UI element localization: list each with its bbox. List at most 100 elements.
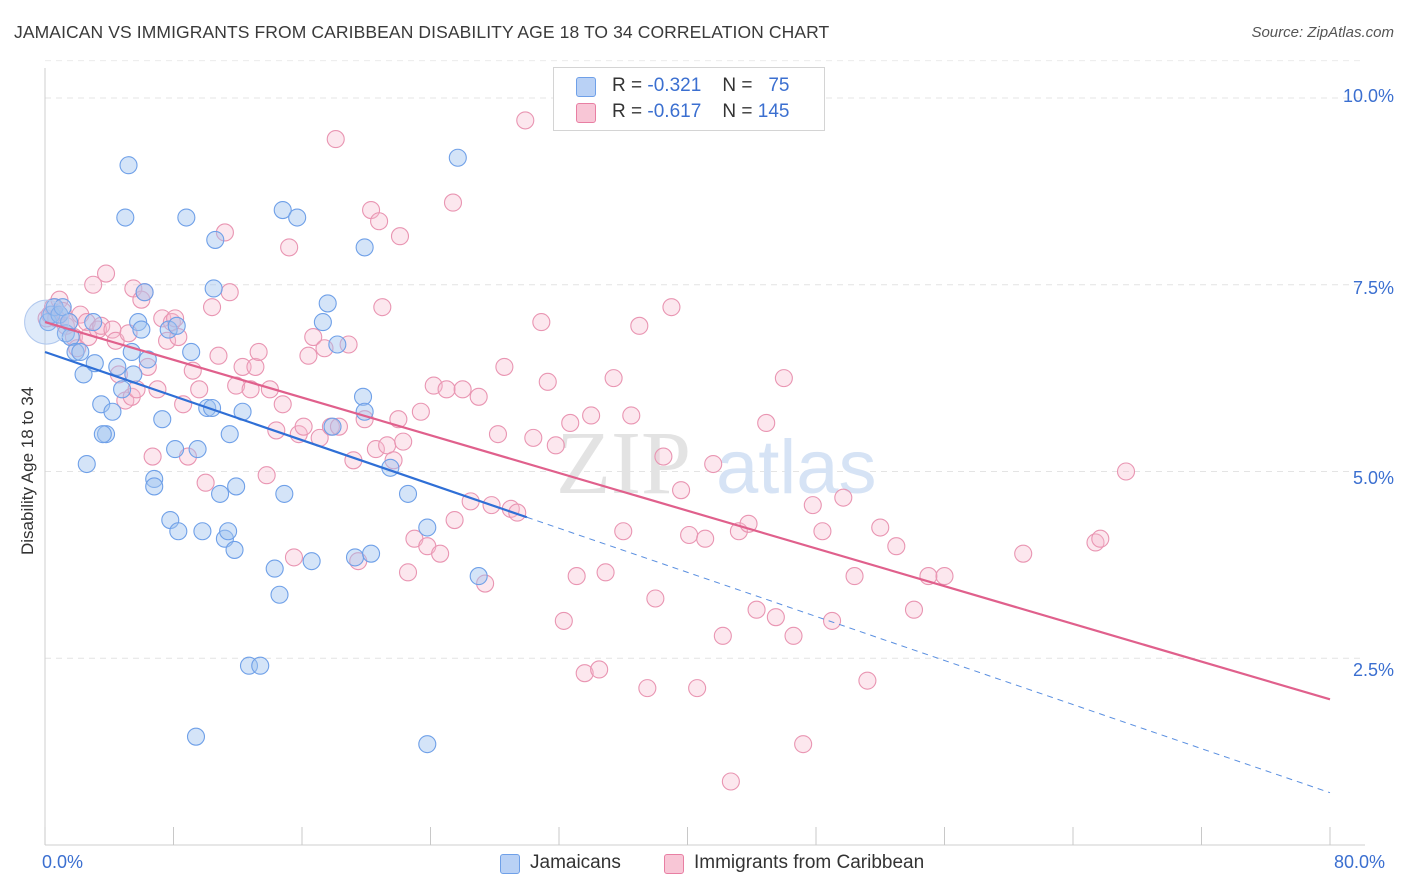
point-caribbean (273, 395, 292, 414)
n-value-jamaicans: 75 (768, 75, 790, 96)
point-caribbean (871, 518, 890, 537)
n-label: N = (722, 75, 753, 96)
point-caribbean (803, 496, 822, 515)
point-jamaicans (288, 208, 307, 227)
point-jamaicans (138, 350, 157, 369)
point-caribbean (77, 313, 96, 332)
point-jamaicans (132, 320, 151, 339)
point-caribbean (96, 264, 116, 283)
trend-line-jamaicans (44, 350, 528, 519)
point-jamaicans (345, 548, 365, 567)
point-caribbean (858, 671, 877, 690)
y-tick-label: 10.0% (1342, 86, 1394, 106)
point-caribbean (329, 417, 348, 436)
point-caribbean (646, 589, 665, 608)
trend-lines (44, 321, 1331, 794)
point-caribbean (672, 481, 691, 500)
point-caribbean (373, 298, 392, 317)
point-jamaicans (313, 313, 332, 332)
point-jamaicans (206, 230, 225, 249)
point-caribbean (1091, 529, 1110, 548)
point-jamaicans (362, 544, 381, 563)
point-caribbean (280, 238, 299, 257)
r-value-caribbean: -0.617 (647, 101, 702, 122)
point-caribbean (538, 372, 557, 391)
point-caribbean (561, 413, 580, 432)
point-jamaicans (204, 279, 223, 298)
point-caribbean (638, 679, 657, 698)
point-jamaicans (153, 410, 172, 429)
point-caribbean (469, 387, 488, 406)
x-tick-label: 80.0% (1334, 852, 1386, 872)
point-jamaicans (169, 522, 188, 541)
point-jamaicans (93, 425, 112, 444)
point-caribbean (220, 283, 239, 302)
point-caribbean (443, 193, 463, 212)
r-label: R = (612, 101, 643, 122)
point-caribbean (398, 563, 418, 582)
point-caribbean (813, 522, 832, 541)
point-caribbean (166, 309, 185, 328)
point-caribbean (784, 626, 803, 645)
point-jamaicans (113, 380, 132, 399)
legend-swatch-jamaicans (576, 77, 596, 97)
point-caribbean (370, 212, 389, 231)
point-caribbean (604, 369, 623, 388)
point-caribbean (567, 567, 586, 586)
point-jamaicans (469, 567, 488, 586)
point-caribbean (704, 454, 723, 474)
legend-label-jamaicans: Jamaicans (530, 852, 621, 873)
point-caribbean (453, 380, 472, 399)
point-caribbean (488, 425, 508, 444)
watermark: ZIP atlas (556, 414, 877, 513)
point-caribbean (757, 413, 776, 432)
point-caribbean (834, 488, 853, 507)
point-jamaicans (302, 552, 321, 571)
point-caribbean (524, 428, 543, 447)
point-caribbean (366, 440, 385, 459)
correlation-legend: R = -0.321 N = 75 R = -0.617 N = 145 (553, 67, 825, 131)
point-jamaicans (166, 440, 185, 459)
point-jamaicans (66, 342, 85, 362)
point-caribbean (662, 298, 681, 317)
y-tick-label: 2.5% (1352, 660, 1394, 680)
y-axis-label: Disability Age 18 to 34 (18, 386, 37, 555)
point-jamaicans (398, 484, 418, 503)
point-jamaicans (186, 727, 206, 746)
legend-swatch-jamaicans (500, 854, 520, 874)
trend-line-jamaicans-extension (526, 516, 1331, 794)
legend-swatch-caribbean (576, 103, 596, 123)
point-jamaicans (92, 395, 111, 414)
trend-line-caribbean (44, 321, 1331, 701)
point-caribbean (143, 447, 162, 466)
chart-title: JAMAICAN VS IMMIGRANTS FROM CARIBBEAN DI… (14, 22, 830, 42)
point-caribbean (532, 313, 551, 332)
point-jamaicans (328, 335, 347, 354)
point-jamaicans (119, 156, 138, 175)
point-caribbean (713, 626, 732, 645)
point-caribbean (304, 327, 323, 347)
point-jamaicans (353, 387, 373, 406)
y-tick-label: 7.5% (1352, 278, 1394, 298)
point-caribbean (887, 537, 906, 556)
point-caribbean (169, 327, 188, 347)
point-caribbean (209, 346, 228, 365)
point-caribbean (84, 275, 103, 294)
point-jamaicans (275, 484, 294, 503)
point-caribbean (249, 342, 268, 362)
legend-swatch-caribbean (664, 854, 684, 874)
point-jamaicans (77, 454, 96, 474)
series-jamaicans-points (24, 148, 488, 754)
point-caribbean (138, 357, 157, 376)
point-jamaicans (273, 201, 292, 220)
point-caribbean (476, 574, 495, 593)
point-caribbean (546, 436, 565, 455)
point-caribbean (233, 357, 252, 376)
point-jamaicans (227, 477, 246, 496)
y-tick-label: 5.0% (1352, 468, 1394, 488)
point-caribbean (260, 380, 279, 399)
watermark-atlas: atlas (716, 425, 877, 510)
point-caribbean (299, 346, 318, 365)
point-jamaicans (182, 342, 201, 362)
